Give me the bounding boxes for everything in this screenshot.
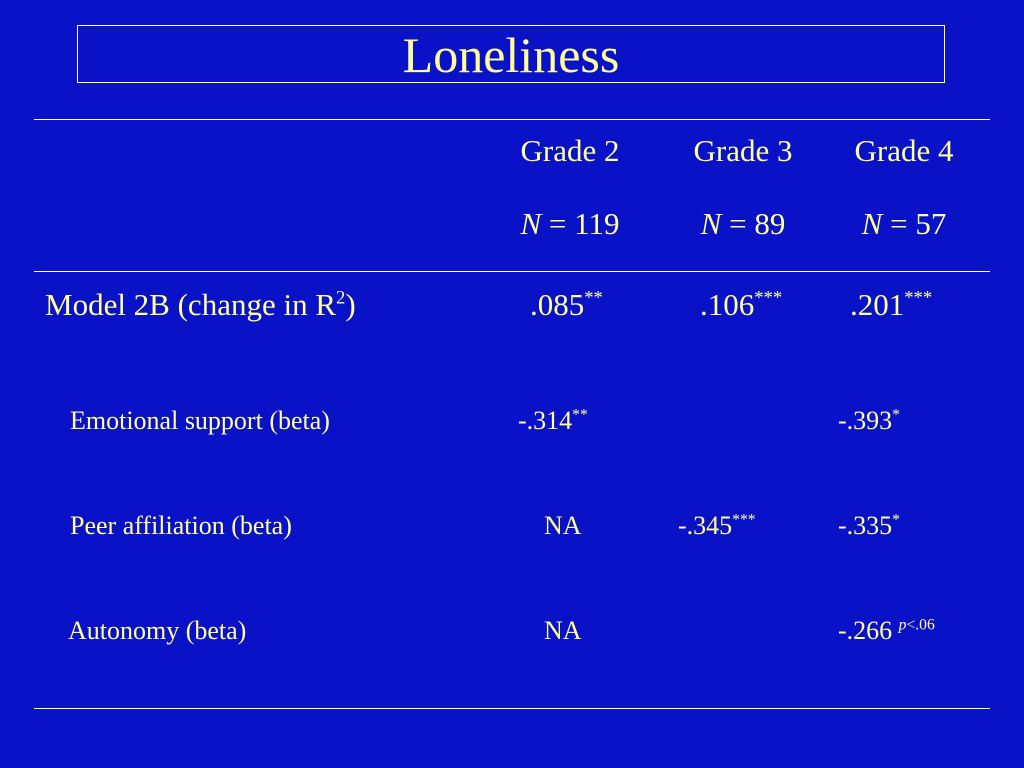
- header-grade-2: Grade 2: [520, 133, 620, 168]
- row-label-autonomy: Autonomy (beta): [68, 616, 247, 645]
- cell-value: NA: [544, 616, 582, 645]
- row-label-peer-affiliation: Peer affiliation (beta): [70, 511, 292, 540]
- header-n-grade-4: N = 57: [829, 206, 979, 242]
- significance-marker: **: [584, 287, 603, 309]
- emotional-support-grade-2: -.314**: [518, 406, 588, 436]
- n-value: = 119: [541, 206, 620, 241]
- table-rule-top: [34, 119, 990, 120]
- row-label-emotional-support: Emotional support (beta): [70, 406, 330, 435]
- cell-value: -.345: [678, 511, 733, 540]
- model-cell-grade-4: .201***: [850, 287, 932, 323]
- n-symbol: N: [861, 206, 883, 241]
- p-symbol: p: [898, 616, 907, 634]
- table-rule-middle: [34, 271, 990, 272]
- significance-marker: **: [572, 406, 588, 424]
- table-rule-bottom: [34, 708, 990, 709]
- peer-affiliation-grade-2: NA: [544, 511, 582, 541]
- significance-marker: ***: [732, 511, 756, 529]
- peer-affiliation-grade-4: -.335*: [838, 511, 900, 541]
- model-cell-grade-3: .106***: [700, 287, 782, 323]
- model-label-text: Model 2B (change in R: [45, 287, 337, 322]
- cell-value: -.335: [838, 511, 893, 540]
- autonomy-grade-2: NA: [544, 616, 582, 646]
- model-cell-grade-2: .085**: [530, 287, 603, 323]
- significance-marker: *: [892, 511, 900, 529]
- cell-value: .106: [700, 287, 755, 322]
- significance-marker: *: [892, 406, 900, 424]
- model-label-superscript: 2: [336, 287, 346, 309]
- header-grade-3: Grade 3: [693, 133, 793, 168]
- slide-title: Loneliness: [402, 27, 620, 83]
- significance-marker: ***: [754, 287, 783, 309]
- model-row-label: Model 2B (change in R2): [45, 287, 356, 323]
- cell-value: -.266: [838, 616, 899, 645]
- significance-marker: ***: [904, 287, 933, 309]
- n-symbol: N: [520, 206, 542, 241]
- cell-value: -.314: [518, 406, 573, 435]
- cell-value: .201: [850, 287, 905, 322]
- cell-value: -.393: [838, 406, 893, 435]
- p-value-note: p<.06: [899, 616, 935, 633]
- p-threshold: <.06: [906, 616, 935, 634]
- header-n-grade-2: N = 119: [495, 206, 645, 242]
- n-value: = 89: [721, 206, 786, 241]
- emotional-support-grade-4: -.393*: [838, 406, 900, 436]
- title-box: Loneliness: [77, 25, 945, 83]
- header-grade-4: Grade 4: [854, 133, 954, 168]
- n-value: = 57: [882, 206, 947, 241]
- cell-value: .085: [530, 287, 585, 322]
- peer-affiliation-grade-3: -.345***: [678, 511, 756, 541]
- cell-value: NA: [544, 511, 582, 540]
- header-n-grade-3: N = 89: [668, 206, 818, 242]
- autonomy-grade-4: -.266 p<.06: [838, 616, 935, 646]
- model-label-close: ): [345, 287, 356, 322]
- n-symbol: N: [700, 206, 722, 241]
